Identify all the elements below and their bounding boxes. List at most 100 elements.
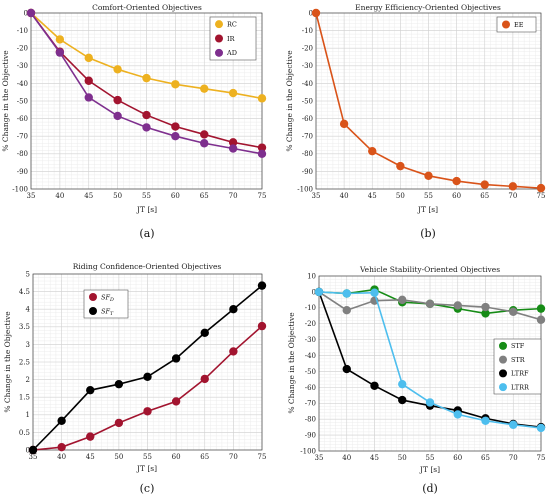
x-tick-label: 60: [452, 192, 461, 200]
y-tick-label: -60: [17, 115, 28, 123]
data-point: [257, 321, 267, 331]
y-tick-label: 2: [26, 376, 30, 384]
data-point: [481, 416, 490, 425]
data-point: [480, 180, 489, 189]
legend-marker: [499, 369, 507, 378]
x-tick-label: 75: [258, 453, 267, 461]
data-point: [143, 372, 152, 381]
data-point: [536, 315, 546, 324]
chart-panel-4: 35 40 45 50 55 60 65 70 75 10 0 -10 -20 -30 -40 -50 -60 -…: [287, 265, 545, 495]
x-tick-label: 70: [508, 192, 517, 200]
y-tick-label: -10: [17, 27, 28, 35]
x-axis-label: JT [s]: [136, 464, 157, 473]
data-point: [55, 48, 65, 57]
y-tick-label: -30: [302, 62, 313, 70]
y-tick-label: 5: [26, 270, 30, 278]
data-point: [339, 119, 349, 129]
y-axis-label: % Change in the Objective: [285, 50, 294, 152]
data-point: [84, 93, 93, 102]
data-point: [57, 416, 66, 425]
x-tick-label: 75: [258, 192, 267, 200]
y-tick-label: 0: [24, 9, 28, 17]
panel-caption: (a): [139, 227, 154, 240]
y-tick-label: 2.5: [19, 358, 30, 366]
x-tick-label: 55: [143, 453, 152, 461]
y-tick-label: -50: [302, 97, 313, 105]
data-point: [311, 8, 321, 18]
data-point: [509, 307, 518, 316]
data-point: [114, 379, 124, 389]
legend-marker: [215, 20, 223, 29]
y-tick-label: -80: [17, 150, 28, 158]
x-tick-label: 50: [114, 453, 123, 461]
y-tick-label: 0.5: [19, 429, 30, 437]
y-tick-label: -70: [305, 400, 316, 408]
data-point: [453, 301, 462, 310]
legend-label: STR: [511, 356, 526, 364]
data-point: [86, 432, 95, 441]
y-tick-label: -40: [302, 80, 313, 88]
y-tick-label: 4: [26, 306, 31, 314]
legend-label: LTRF: [511, 370, 529, 378]
data-point: [228, 88, 238, 98]
chart-panel-2: 35 40 45 50 55 60 65 70 75 0 -10 -20 -30 -40 -50 -60 -70…: [285, 3, 545, 240]
data-point: [114, 418, 124, 428]
x-tick-label: 50: [398, 454, 407, 462]
chart-title: Vehicle Stability-Oriented Objectives: [359, 265, 500, 274]
x-tick-label: 75: [537, 454, 546, 462]
x-tick-label: 50: [113, 192, 122, 200]
y-tick-label: 0: [26, 446, 30, 454]
y-tick-label: 1: [26, 411, 30, 419]
x-tick-label: 40: [55, 192, 64, 200]
panel-caption: (c): [140, 482, 155, 495]
plot-frame: [32, 273, 263, 451]
data-point: [200, 130, 209, 139]
data-point: [342, 364, 351, 374]
legend-label-main: SF: [101, 307, 110, 315]
data-point: [113, 65, 122, 74]
data-point: [314, 287, 324, 297]
data-point: [142, 123, 151, 132]
x-tick-label: 55: [142, 192, 151, 200]
data-point: [396, 161, 405, 171]
y-axis-label: % Change in the Objective: [1, 50, 10, 152]
data-point: [171, 122, 180, 131]
data-point: [228, 138, 238, 147]
y-tick-label: -80: [302, 150, 313, 158]
data-point: [200, 328, 209, 337]
x-tick-label: 55: [424, 192, 433, 200]
chart-panel-3: 35 40 45 50 55 60 65 70 75 0 0.5 1 1.5 2 2.5 3 3.5 4 4.5 5 R…: [3, 262, 266, 495]
legend-label: AD: [226, 49, 237, 57]
x-tick-label: 40: [342, 454, 351, 462]
data-point: [368, 146, 377, 156]
legend-marker: [215, 34, 223, 43]
legend-marker: [89, 307, 97, 315]
x-tick-label: 45: [84, 192, 93, 200]
data-point: [143, 407, 152, 416]
data-point: [257, 94, 267, 103]
data-point: [55, 35, 65, 44]
data-point: [26, 8, 36, 18]
x-tick-label: 75: [537, 192, 546, 200]
panel-caption: (d): [422, 482, 438, 495]
data-point: [171, 397, 181, 406]
x-tick-label: 45: [368, 192, 377, 200]
data-point: [28, 445, 38, 455]
y-tick-label: -100: [297, 185, 313, 193]
legend-label: LTRR: [511, 383, 530, 391]
x-tick-label: 35: [29, 453, 38, 461]
x-tick-label: 65: [200, 453, 209, 461]
y-tick-label: 0: [312, 288, 316, 296]
chart-panel-1: 35 40 45 50 55 60 65 70 75 0 -10 -20 -30 -40 -50 -60 -70…: [1, 3, 266, 240]
data-point: [86, 385, 95, 395]
y-tick-label: -90: [302, 168, 313, 176]
data-point: [370, 381, 379, 390]
y-axis-label: % Change in the Objective: [287, 312, 296, 414]
legend-label: EE: [514, 21, 524, 29]
x-tick-label: 45: [86, 453, 95, 461]
data-point: [200, 139, 209, 148]
data-point: [425, 398, 435, 407]
data-point: [536, 304, 546, 313]
legend-marker: [499, 355, 507, 364]
